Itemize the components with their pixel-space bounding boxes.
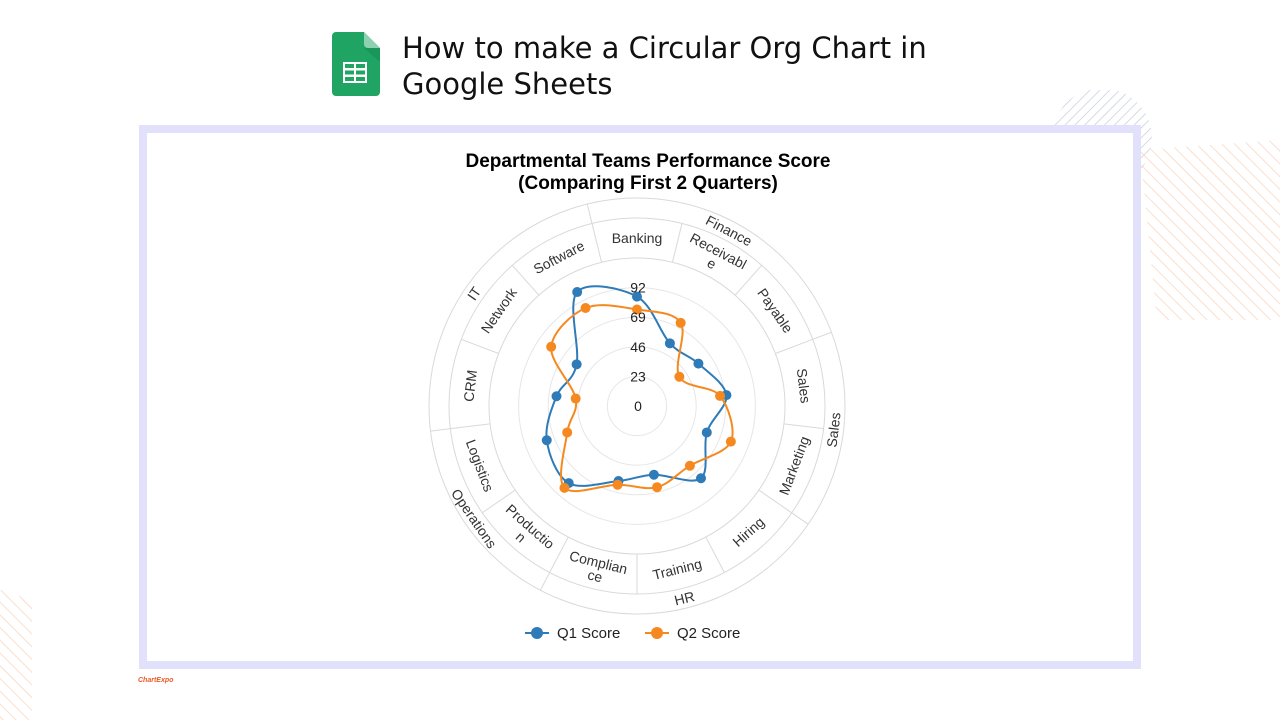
data-point-q1-score-banking	[632, 291, 642, 302]
category-label-line: Sales	[794, 367, 814, 404]
legend-label: Q1 Score	[557, 625, 620, 642]
google-sheets-icon	[332, 32, 380, 96]
page-title: How to make a Circular Org Chart in Goog…	[402, 30, 1022, 102]
group-divider	[791, 512, 809, 525]
legend-item-q1-score[interactable]: Q1 Score	[525, 625, 620, 642]
data-point-q2-score-banking	[632, 304, 642, 315]
data-point-q2-score-training	[652, 482, 663, 493]
category-divider	[511, 264, 540, 296]
category-divider	[758, 489, 793, 514]
data-point-q1-score-software	[572, 287, 583, 298]
data-point-q1-score-training	[648, 469, 659, 480]
group-label-hr: HR	[673, 588, 696, 608]
radial-tick-label: 46	[630, 339, 646, 355]
data-point-q1-score-receivable	[664, 338, 675, 349]
data-point-q2-score-software	[580, 302, 591, 313]
category-label-line: Marketing	[776, 434, 813, 497]
category-divider	[671, 223, 683, 263]
legend-label: Q2 Score	[677, 625, 740, 642]
legend-marker	[531, 627, 543, 639]
category-divider	[450, 423, 491, 430]
category-label-software: Software	[531, 237, 588, 277]
grid-ring	[606, 375, 668, 437]
chartexpo-brand: ChartExpo	[138, 677, 174, 684]
grid-ring	[577, 346, 697, 466]
data-point-q2-score-receivable	[675, 317, 686, 328]
group-divider	[586, 203, 593, 224]
data-point-q2-score-network	[546, 341, 557, 352]
category-label-line: Network	[478, 284, 521, 336]
category-label-sales: Sales	[794, 367, 814, 404]
legend-item-q2-score[interactable]: Q2 Score	[645, 625, 740, 642]
group-label-sales: Sales	[824, 412, 844, 449]
category-label-line: ce	[586, 566, 604, 585]
data-point-q1-score-hiring	[696, 473, 707, 484]
category-label-logistics: Logistics	[463, 437, 497, 494]
category-divider	[705, 536, 725, 573]
group-divider	[812, 331, 832, 340]
group-ring	[428, 197, 846, 615]
chart-frame: Departmental Teams Performance Score (Co…	[139, 125, 1141, 669]
group-divider	[539, 572, 551, 591]
category-label-line: Logistics	[463, 437, 497, 494]
category-label-network: Network	[478, 284, 521, 336]
data-point-q1-score-logistics	[541, 435, 552, 446]
data-point-q2-score-production	[559, 482, 570, 493]
chart-legend[interactable]: Q1 Score Q2 Score	[525, 625, 740, 642]
category-divider	[461, 338, 499, 354]
page-title-line2: Google Sheets	[402, 67, 613, 101]
category-divider	[549, 536, 569, 573]
category-divider	[591, 223, 603, 263]
chart-title-line2: (Comparing First 2 Quarters)	[518, 173, 778, 194]
category-label-line: Banking	[612, 230, 663, 246]
group-label-operations: Operations	[448, 486, 500, 551]
grid-ring	[518, 287, 756, 525]
radial-tick-labels: 0 23 46 69 92	[630, 280, 646, 414]
category-label-line: CRM	[460, 369, 480, 403]
category-label-banking: Banking	[612, 230, 663, 246]
category-label-line: e	[705, 255, 720, 273]
category-label-crm: CRM	[460, 369, 480, 403]
category-label-compliance: Compliance	[564, 547, 629, 590]
data-point-q1-score-network	[571, 359, 582, 370]
chart-panel: Departmental Teams Performance Score (Co…	[147, 133, 1133, 661]
radial-tick-label: 92	[630, 280, 646, 296]
data-point-q1-score-crm	[551, 391, 562, 402]
category-label-line: Payable	[754, 285, 796, 336]
chart-title-line1: Departmental Teams Performance Score	[465, 151, 830, 172]
radial-tick-label: 23	[630, 368, 646, 384]
radial-tick-label: 0	[634, 398, 642, 414]
group-divider	[430, 428, 451, 432]
data-point-q2-score-compliance	[612, 479, 623, 490]
category-label-line: n	[513, 528, 529, 545]
category-label-training: Training	[651, 555, 703, 583]
radar-series	[541, 285, 736, 493]
category-label-marketing: Marketing	[776, 434, 813, 497]
data-point-q1-score-payable	[693, 358, 704, 369]
data-point-q2-score-logistics	[562, 427, 573, 438]
category-label-line: Hiring	[729, 514, 767, 550]
legend-marker	[651, 627, 663, 639]
category-label-payable: Payable	[754, 285, 796, 336]
data-point-q2-score-crm	[570, 393, 581, 404]
series-q2-score	[546, 302, 736, 493]
category-label-line: Software	[531, 237, 588, 277]
category-divider	[775, 338, 813, 354]
data-point-q2-score-payable	[674, 371, 685, 382]
radar-chart: Departmental Teams Performance Score (Co…	[428, 151, 846, 642]
category-label-hiring: Hiring	[729, 514, 767, 550]
category-divider	[734, 264, 763, 296]
data-point-q1-score-marketing	[701, 427, 712, 438]
data-point-q2-score-hiring	[684, 460, 695, 471]
category-label-line: Training	[651, 555, 703, 583]
data-point-q2-score-sales	[715, 390, 726, 401]
data-point-q2-score-marketing	[725, 436, 736, 447]
category-divider	[783, 423, 824, 430]
radial-tick-label: 69	[630, 309, 646, 325]
category-divider	[481, 489, 516, 514]
diagonal-lines-decoration-bottom-left	[0, 590, 32, 720]
page-title-line1: How to make a Circular Org Chart in	[402, 31, 927, 65]
category-label-production: Production	[494, 501, 558, 563]
